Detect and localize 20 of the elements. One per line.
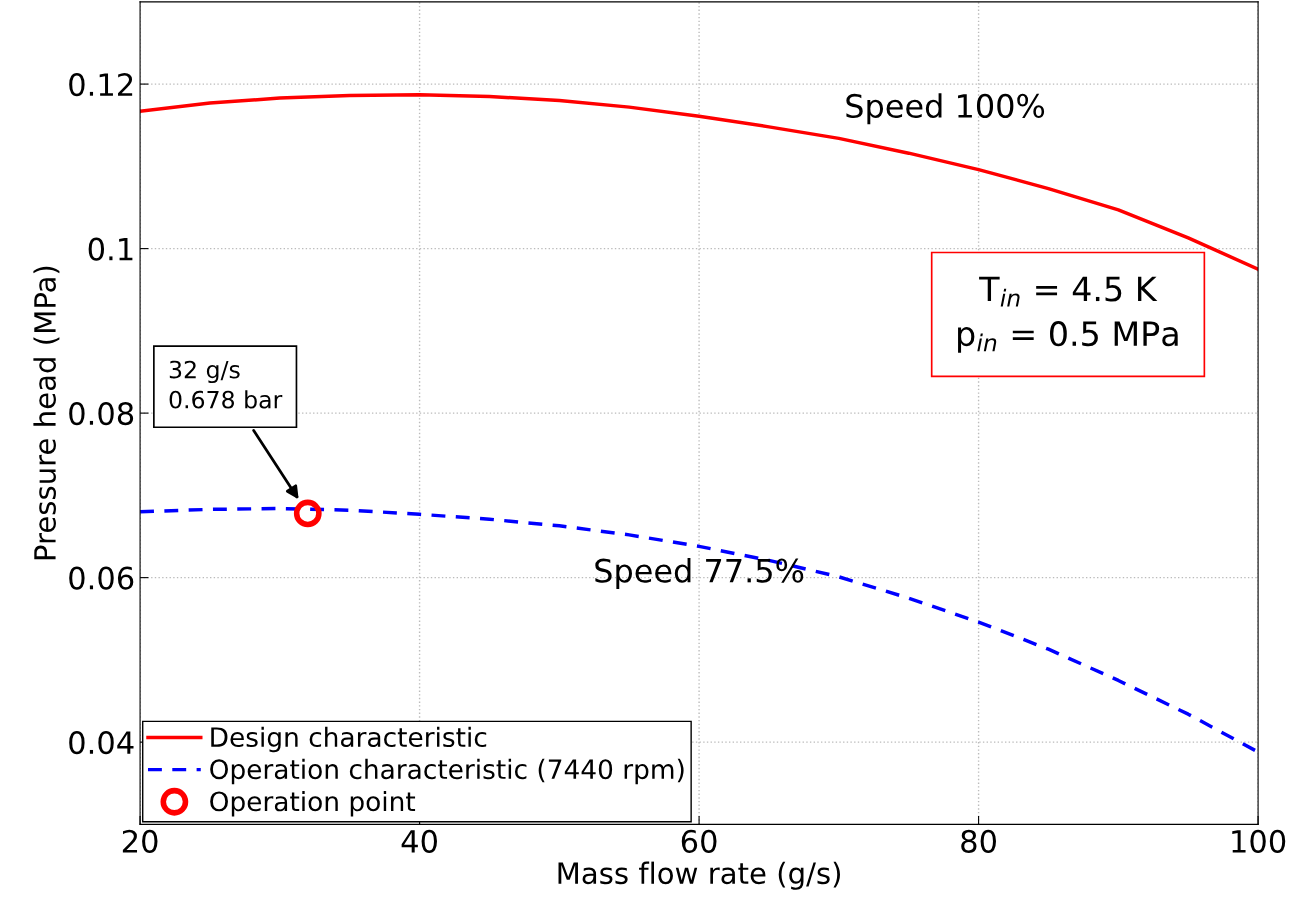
- x-tick-label: 40: [401, 829, 437, 853]
- annotation: 32 g/s 0.678 bar: [169, 360, 283, 409]
- line-series: [140, 93, 1259, 271]
- x-tick-label: 100: [1232, 829, 1286, 853]
- annotation: Speed 77.5%: [595, 558, 804, 589]
- y-tick-label: 0.12: [69, 73, 133, 97]
- x-axis-title: Mass flow rate (g/s): [558, 861, 841, 890]
- legend-label: Operation characteristic (7440 rpm): [210, 758, 684, 785]
- annotation: Speed 100%: [846, 93, 1045, 125]
- x-tick-label: 20: [122, 829, 158, 853]
- y-tick-label: 0.08: [69, 402, 134, 426]
- y-tick-label: 0.04: [69, 731, 134, 755]
- legend-label: Design characteristic: [211, 726, 487, 753]
- x-tick-label: 60: [681, 829, 717, 853]
- legend-label: Operation point: [210, 790, 416, 817]
- y-tick-label: 0.1: [88, 237, 133, 261]
- y-tick-label: 0.06: [69, 566, 134, 590]
- x-tick-label: 80: [961, 829, 996, 853]
- text: T$_{in}$ = 4.5 K p$_{in}$ = 0.5 MPa: [958, 276, 1178, 353]
- y-axis-title: Pressure head (MPa): [33, 266, 60, 560]
